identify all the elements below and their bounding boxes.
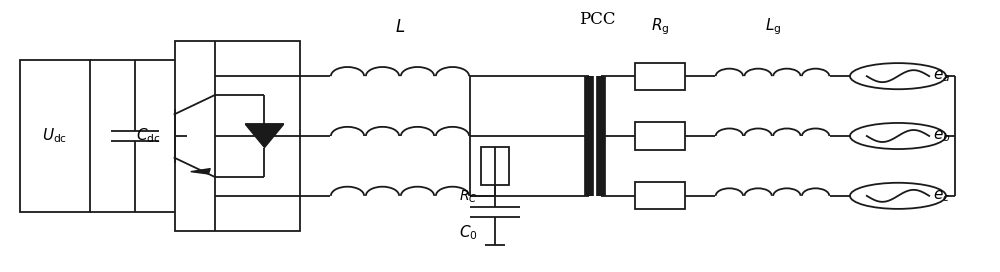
Text: $e_a$: $e_a$: [933, 68, 951, 84]
Bar: [635, 182, 685, 209]
Bar: [20, 60, 90, 212]
Polygon shape: [191, 169, 210, 174]
Text: $C_{\mathrm{dc}}$: $C_{\mathrm{dc}}$: [136, 127, 160, 145]
Bar: [481, 147, 509, 185]
Text: $R_C$: $R_C$: [459, 189, 477, 205]
Text: $U_{\mathrm{dc}}$: $U_{\mathrm{dc}}$: [42, 127, 68, 145]
Text: $L_{\mathrm{g}}$: $L_{\mathrm{g}}$: [765, 17, 781, 38]
Text: PCC: PCC: [579, 11, 615, 27]
Bar: [635, 122, 685, 150]
Polygon shape: [245, 125, 284, 147]
Bar: [175, 41, 300, 231]
Bar: [635, 63, 685, 90]
Text: $e_b$: $e_b$: [933, 128, 951, 144]
Text: $R_{\mathrm{g}}$: $R_{\mathrm{g}}$: [651, 17, 669, 38]
Text: $L$: $L$: [395, 19, 405, 36]
Text: $e_c$: $e_c$: [933, 188, 951, 204]
Text: $C_0$: $C_0$: [459, 223, 477, 242]
